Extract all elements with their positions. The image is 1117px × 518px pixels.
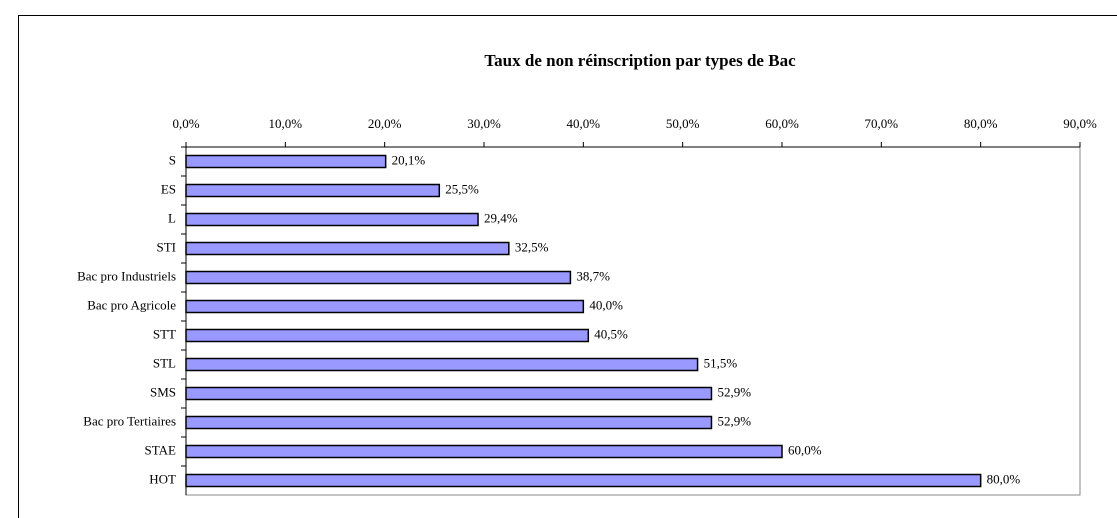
y-tick-label: STI [157, 239, 177, 254]
plot-area [185, 146, 1081, 496]
bar [185, 212, 479, 227]
bar [185, 415, 713, 430]
bar [185, 241, 510, 256]
value-label: 40,0% [589, 297, 623, 312]
y-tick-label: S [169, 152, 176, 167]
bar [185, 154, 387, 169]
value-label: 25,5% [445, 181, 479, 196]
x-tick-label: 50,0% [666, 116, 700, 131]
y-tick-label: STT [153, 326, 176, 341]
x-tick-label: 20,0% [368, 116, 402, 131]
x-tick-label: 80,0% [964, 116, 998, 131]
x-tick-label: 10,0% [269, 116, 303, 131]
y-tick-label: L [168, 210, 176, 225]
bar [185, 328, 590, 343]
bar [185, 183, 441, 198]
y-tick-label: Bac pro Industriels [77, 268, 176, 283]
x-tick-label: 30,0% [467, 116, 501, 131]
bar [185, 444, 783, 459]
y-tick-label: Bac pro Tertiaires [83, 413, 176, 428]
y-tick-label: STL [153, 355, 176, 370]
bar [185, 270, 572, 285]
chart-frame [18, 15, 1117, 518]
value-label: 52,9% [717, 413, 751, 428]
y-tick-label: SMS [150, 384, 176, 399]
value-label: 52,9% [717, 384, 751, 399]
value-label: 51,5% [704, 355, 738, 370]
x-tick-label: 70,0% [865, 116, 899, 131]
y-tick-label: STAE [145, 442, 177, 457]
chart-title: Taux de non réinscription par types de B… [484, 51, 796, 70]
y-tick-label: HOT [149, 471, 176, 486]
bar [185, 357, 699, 372]
bar [185, 473, 982, 488]
bar [185, 299, 585, 314]
value-label: 80,0% [987, 471, 1021, 486]
value-label: 40,5% [594, 326, 628, 341]
value-label: 29,4% [484, 210, 518, 225]
y-tick-label: Bac pro Agricole [87, 297, 176, 312]
x-tick-label: 90,0% [1063, 116, 1097, 131]
x-tick-label: 60,0% [765, 116, 799, 131]
value-label: 20,1% [392, 152, 426, 167]
value-label: 60,0% [788, 442, 822, 457]
x-tick-label: 0,0% [172, 116, 199, 131]
x-tick-label: 40,0% [567, 116, 601, 131]
bar [185, 386, 713, 401]
value-label: 38,7% [576, 268, 610, 283]
y-tick-label: ES [161, 181, 176, 196]
value-label: 32,5% [515, 239, 549, 254]
